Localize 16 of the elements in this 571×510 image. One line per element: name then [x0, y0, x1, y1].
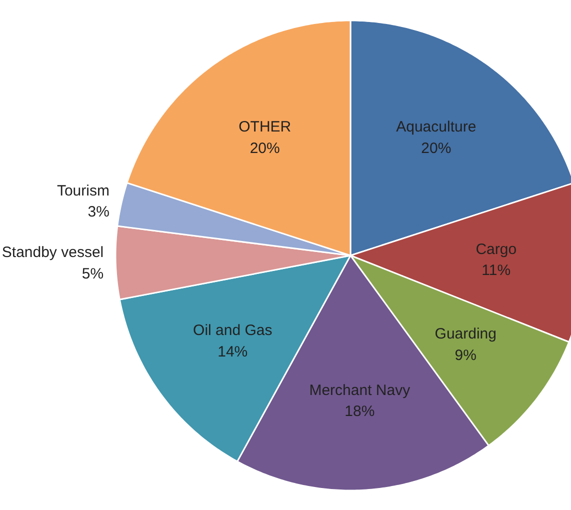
- data-label: 9%: [454, 346, 476, 364]
- data-label: 20%: [250, 140, 280, 157]
- slice-label: Guarding: [434, 326, 496, 343]
- data-label: 11%: [482, 262, 511, 280]
- slice-label: Oil and Gas: [193, 322, 272, 340]
- slice-label: Aquaculture: [396, 118, 476, 136]
- data-label: 14%: [218, 343, 248, 360]
- slice-label: Tourism: [56, 182, 110, 200]
- slice-label: Standby vessel: [2, 244, 104, 262]
- data-label: 18%: [344, 403, 375, 420]
- data-label: 3%: [88, 204, 110, 221]
- data-label: 5%: [82, 265, 104, 282]
- data-label: 20%: [421, 140, 452, 157]
- slice-label: Cargo: [476, 240, 517, 258]
- slice-label: Merchant Navy: [309, 382, 411, 399]
- slice-label: OTHER: [238, 118, 292, 136]
